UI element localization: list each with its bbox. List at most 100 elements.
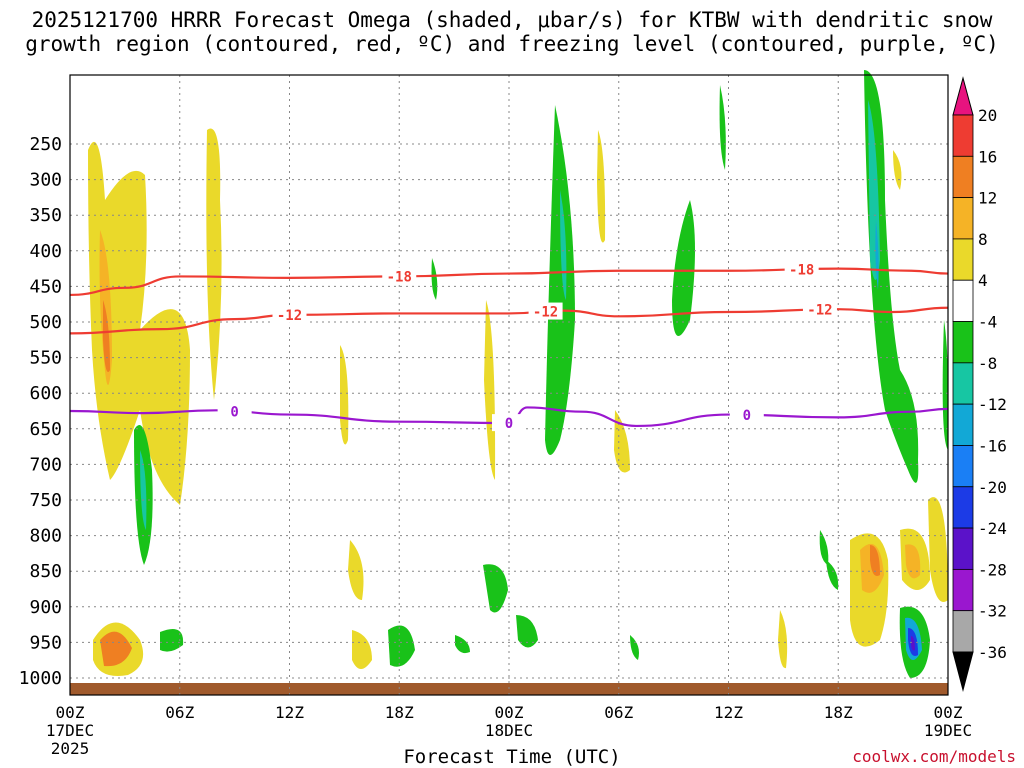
omega-region [630,635,639,660]
omega-region [911,636,915,651]
omega-region [864,70,919,483]
contour-label-bg [528,302,563,320]
colorbar-swatch [952,445,974,488]
colorbar-label: 20 [978,106,997,125]
x-tick-label: 00Z [934,703,963,722]
omega-region [388,625,415,667]
axes: 250 300 350 400 450 500 550 600 650 700 750 800 850 9… [19,74,972,758]
omega-region [778,610,788,669]
colorbar-swatch [952,155,974,199]
colorbar-label: 16 [978,147,997,166]
contour-label-bg [382,267,417,285]
omega-region [672,200,695,336]
y-tick-label: 1000 [19,668,62,689]
omega-region [352,630,372,669]
omega-region [103,300,110,372]
y-tick-label: 450 [29,276,62,297]
contour-label: -18 [789,262,814,278]
x-tick-label: 00Z [56,703,85,722]
contour-dendritic-12 [69,306,949,335]
colorbar-label: -36 [978,643,1007,662]
omega-region [905,544,921,579]
colorbar-label: -20 [978,478,1007,497]
colorbar-label: -12 [978,395,1007,414]
site-credit[interactable]: coolwx.com/models [852,747,1016,766]
contour-label: -18 [387,269,412,285]
omega-region [875,220,879,290]
y-tick-label: 900 [29,597,62,618]
x-tick-label: 18Z [824,703,853,722]
x-tick-label: 18Z [385,703,414,722]
omega-region [928,497,948,602]
omega-region [100,631,132,667]
omega-region [516,615,538,648]
contour-label-bg [784,260,819,278]
y-tick-label: 550 [29,348,62,369]
x-tick-date: 18DEC [485,721,533,740]
contour-freezing-level [69,406,949,428]
y-tick-label: 350 [29,205,62,226]
y-tick-label: 800 [29,526,62,547]
contour-label-bg [272,305,307,323]
colorbar-label: -8 [978,354,997,373]
omega-region [614,410,630,473]
y-tick-label: 300 [29,170,62,191]
omega-region [819,530,829,565]
title-line-1: 2025121700 HRRR Forecast Omega (shaded, … [31,8,993,32]
plot-frame [69,74,949,696]
colorbar-swatch [952,238,974,281]
contour-label-bg [729,406,764,424]
colorbar-cap-bottom [952,651,974,692]
colorbar-label: -16 [978,436,1007,455]
grid-lines [69,75,949,695]
x-tick-label: 06Z [604,703,633,722]
omega-region [455,635,470,654]
omega-region [348,540,364,600]
colorbar-swatch [952,114,974,157]
y-tick-label: 400 [29,241,62,262]
x-tick-label: 12Z [275,703,304,722]
contour-dendritic-18 [69,267,949,297]
colorbar-label: 12 [978,189,997,208]
omega-region [719,85,726,170]
colorbar-swatch [952,610,974,653]
omega-region [206,128,222,400]
omega-region [140,450,147,530]
colorbar-label: 4 [978,271,988,290]
omega-region [870,545,880,576]
y-tick-label: 750 [29,490,62,511]
colorbar: 20 16 12 8 4 -4 -8 -12 -16 -20 -24 -28 -32 -36 [952,76,1007,692]
x-tick-label: 12Z [714,703,743,722]
omega-region [160,628,184,652]
y-tick-label: 700 [29,454,62,475]
contour-label: -12 [807,303,832,319]
x-axis-label: Forecast Time (UTC) [403,746,621,768]
omega-region [431,258,438,300]
chart-title: 2025121700 HRRR Forecast Omega (shaded, … [0,8,1024,56]
omega-region [942,320,949,450]
omega-region [88,141,190,505]
contour-label: 0 [505,416,513,432]
colorbar-swatch [952,527,974,570]
colorbar-cap-top [952,76,974,116]
colorbar-label: -32 [978,602,1007,621]
x-tick-label: 06Z [165,703,194,722]
omega-region [484,300,496,480]
colorbar-swatch [952,568,974,612]
contour-label: 0 [230,404,238,420]
colorbar-label: 8 [978,230,988,249]
x-tick-date: 17DEC [46,721,94,740]
contour-label: -12 [533,305,558,321]
omega-region [545,105,575,455]
omega-region [826,560,839,590]
omega-region [893,150,902,190]
omega-region [483,564,508,613]
contour-label-bg [492,414,526,432]
contour-label-bg [802,300,837,318]
omega-region [340,345,349,445]
colorbar-swatch [952,321,974,364]
x-tick-date: 19DEC [924,721,972,740]
y-tick-label: 500 [29,312,62,333]
colorbar-swatch [952,403,974,446]
